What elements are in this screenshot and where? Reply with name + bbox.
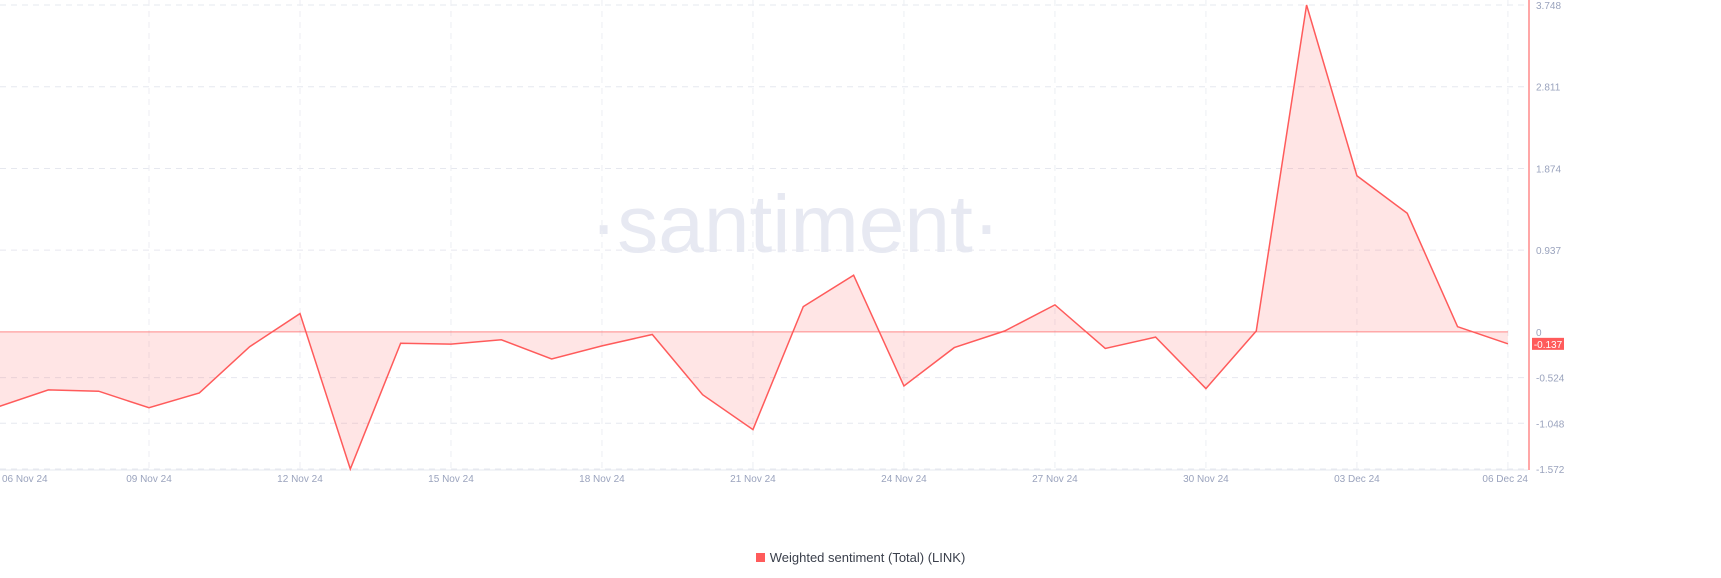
x-tick-label: 18 Nov 24 <box>579 474 625 485</box>
x-tick-label: 03 Dec 24 <box>1334 474 1380 485</box>
x-tick-label: 06 Dec 24 <box>1482 474 1528 485</box>
legend-label: Weighted sentiment (Total) (LINK) <box>769 550 966 565</box>
x-tick-label: 24 Nov 24 <box>881 474 927 485</box>
y-tick-label: -0.524 <box>1536 374 1565 385</box>
y-tick-label: 0.937 <box>1536 246 1561 257</box>
x-tick-label: 12 Nov 24 <box>277 474 323 485</box>
last-value-badge <box>1532 337 1564 350</box>
y-tick-label: 1.874 <box>1536 164 1561 175</box>
x-tick-label: 21 Nov 24 <box>730 474 776 485</box>
y-tick-label: -1.572 <box>1536 465 1565 476</box>
series-area <box>0 5 1508 469</box>
watermark: ·santiment· <box>590 179 1000 270</box>
legend-swatch <box>755 553 765 562</box>
x-tick-label: 27 Nov 24 <box>1032 474 1078 485</box>
legend[interactable]: Weighted sentiment (Total) (LINK) <box>0 550 1721 565</box>
y-tick-label: 0 <box>1536 328 1542 339</box>
y-tick-label: 3.748 <box>1536 1 1561 12</box>
x-tick-label: 09 Nov 24 <box>126 474 172 485</box>
x-tick-label: 06 Nov 24 <box>2 474 48 485</box>
last-value-label: -0.137 <box>1534 340 1563 351</box>
x-tick-label: 30 Nov 24 <box>1183 474 1229 485</box>
y-tick-label: -1.048 <box>1536 419 1565 430</box>
y-tick-label: 2.811 <box>1536 83 1561 94</box>
x-tick-label: 15 Nov 24 <box>428 474 474 485</box>
